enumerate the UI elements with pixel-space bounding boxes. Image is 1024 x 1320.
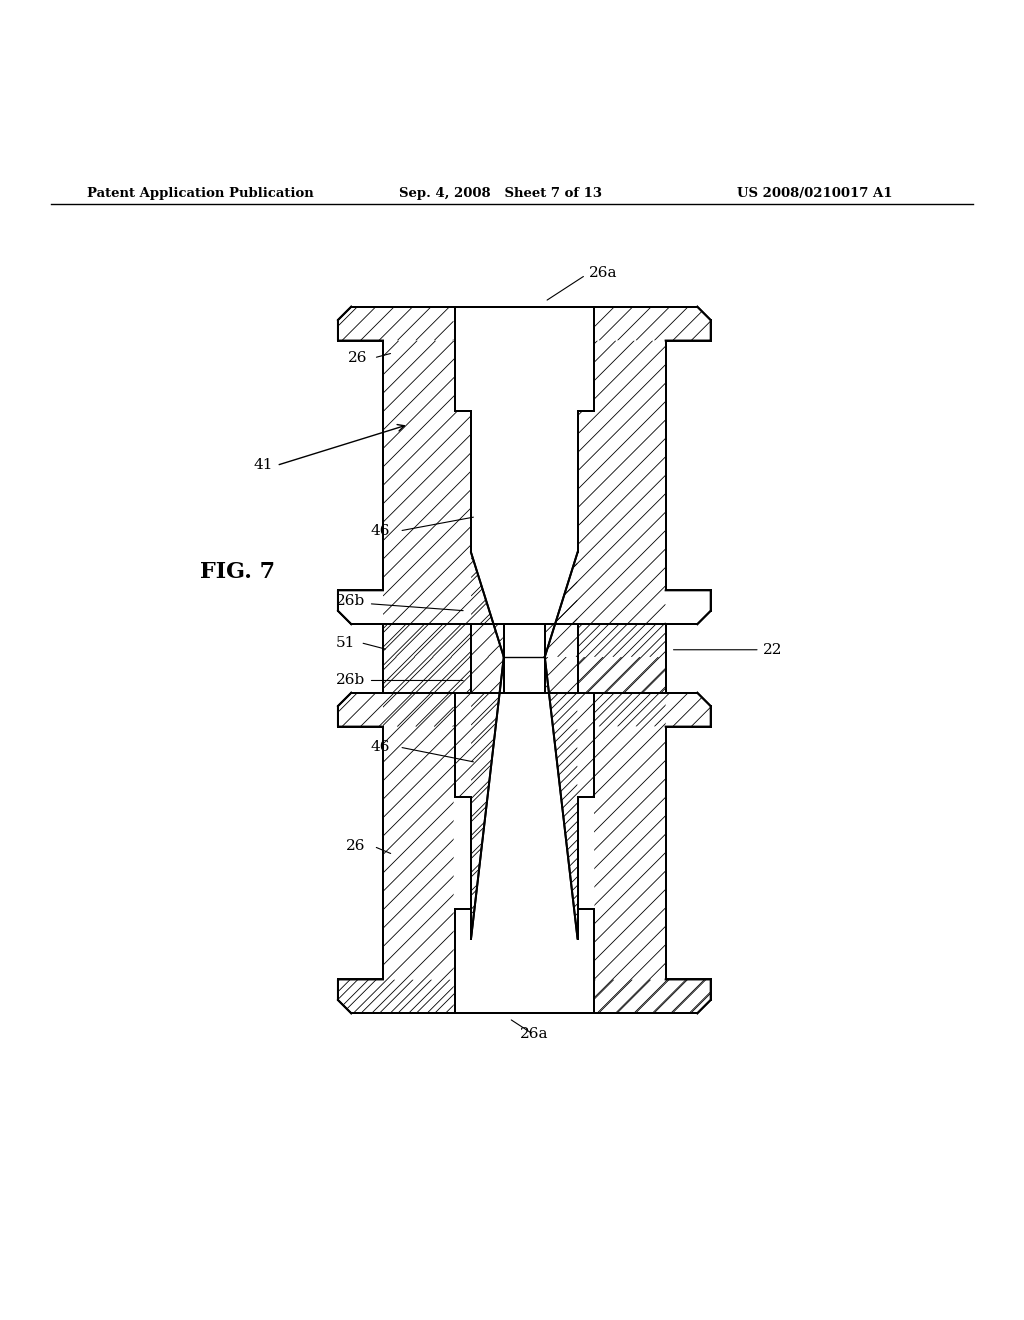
Text: 51: 51 [336, 636, 355, 649]
Text: 41: 41 [254, 458, 273, 473]
Text: 46: 46 [371, 524, 390, 539]
Text: 46: 46 [371, 741, 390, 754]
Text: 26a: 26a [589, 265, 617, 280]
Text: 26b: 26b [336, 673, 366, 688]
Polygon shape [545, 553, 578, 939]
Polygon shape [595, 306, 711, 341]
Polygon shape [578, 624, 666, 693]
Text: 26: 26 [346, 840, 366, 853]
Text: 22: 22 [763, 643, 782, 657]
Text: 26b: 26b [336, 594, 366, 607]
Text: Patent Application Publication: Patent Application Publication [87, 187, 313, 199]
Polygon shape [338, 657, 504, 1014]
Polygon shape [383, 341, 504, 657]
Polygon shape [338, 693, 454, 726]
Polygon shape [471, 553, 504, 939]
Polygon shape [594, 979, 711, 1014]
Polygon shape [338, 306, 454, 341]
Text: 26: 26 [348, 351, 368, 364]
Text: Sep. 4, 2008   Sheet 7 of 13: Sep. 4, 2008 Sheet 7 of 13 [399, 187, 602, 199]
Polygon shape [545, 657, 711, 1014]
Polygon shape [338, 979, 455, 1014]
Polygon shape [545, 341, 666, 657]
Text: US 2008/0210017 A1: US 2008/0210017 A1 [737, 187, 893, 199]
Polygon shape [595, 693, 711, 726]
Text: FIG. 7: FIG. 7 [200, 561, 274, 583]
Polygon shape [383, 624, 471, 693]
Text: 26a: 26a [520, 1027, 549, 1040]
